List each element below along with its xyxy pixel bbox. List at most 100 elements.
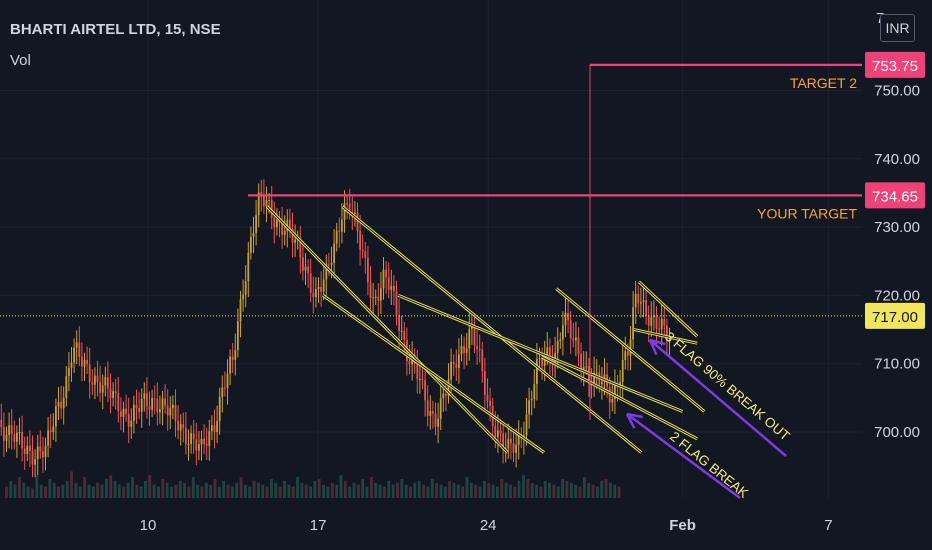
candle-body [312, 292, 315, 298]
candle-body [125, 408, 127, 415]
volume-bar [91, 486, 95, 498]
volume-bar [495, 486, 499, 498]
volume-bar [309, 486, 312, 498]
volume-bar [57, 486, 60, 498]
candle-body [62, 397, 65, 409]
volume-bar [369, 477, 373, 498]
candle-body [130, 420, 133, 427]
candle-body [49, 430, 52, 433]
current-price-label: 717.00 [872, 309, 918, 326]
volume-bar [491, 484, 495, 498]
candle-body [179, 424, 182, 431]
candle-body [244, 281, 247, 295]
candle-body [198, 444, 200, 451]
volume-bar [291, 486, 295, 498]
volume-bar [413, 482, 417, 498]
candle-body [47, 430, 49, 446]
candle-body [205, 443, 208, 446]
volume-bar [230, 486, 234, 498]
candle-body [377, 296, 380, 301]
candle-body [18, 432, 21, 434]
candle-body [403, 330, 406, 341]
candle-body [499, 430, 502, 434]
candle-body [138, 408, 140, 412]
candle-body [390, 285, 393, 290]
candle-body [546, 347, 549, 357]
candle-body [3, 427, 5, 441]
volume-bar [330, 482, 334, 498]
candle-body [468, 328, 471, 349]
volume-bar [600, 480, 604, 498]
x-tick-label: 17 [310, 517, 327, 534]
candle-body [257, 192, 260, 216]
arrow-2-flag[interactable] [626, 412, 741, 500]
volume-bar [74, 482, 78, 498]
candle-body [437, 418, 439, 427]
candle-body [525, 414, 528, 436]
candle-body [320, 286, 322, 292]
candle-body [23, 448, 26, 454]
candle-body [114, 391, 117, 394]
candle-body [572, 338, 575, 341]
candle-body [255, 215, 257, 233]
volume-bar [335, 484, 339, 498]
candle-body [452, 361, 455, 364]
candle-body [234, 349, 237, 360]
candle-body [299, 238, 302, 258]
volume-bar [396, 482, 399, 498]
candle-body [10, 425, 13, 435]
arrow-3-flag[interactable] [649, 339, 787, 457]
candle-body [185, 428, 187, 445]
candle-body [39, 446, 42, 452]
candle-body [481, 349, 484, 371]
candle-body [660, 319, 663, 330]
candle-body [364, 251, 367, 258]
candle-body [302, 257, 304, 271]
arrow-3-flag-head [648, 339, 658, 356]
volume-bar [170, 486, 173, 498]
candle-body [395, 291, 398, 315]
candle-body [348, 203, 351, 213]
volume-bar [530, 482, 534, 498]
candle-body [460, 346, 463, 355]
candle-body [593, 372, 595, 386]
volume-bar [569, 482, 573, 498]
y-tick-label: 750.00 [874, 83, 920, 100]
candle-body [338, 230, 341, 232]
candle-body [562, 325, 564, 340]
volume-bar [374, 482, 378, 498]
volume-bar [200, 486, 204, 498]
candle-body [104, 377, 107, 386]
candle-body [380, 288, 382, 301]
candle-body [211, 425, 213, 432]
candle-body [429, 411, 432, 416]
candle-body [153, 398, 156, 400]
volume-bar [522, 475, 525, 498]
candle-body [42, 451, 44, 458]
volume-bar [465, 477, 469, 498]
candle-body [556, 341, 559, 353]
volume-bar [500, 479, 504, 498]
x-tick-label: 24 [480, 517, 497, 534]
candle-body [151, 398, 153, 410]
volume-bar [509, 484, 512, 498]
volume-bar [204, 482, 208, 498]
volume-bar [556, 486, 560, 498]
candle-body [439, 398, 442, 419]
currency-badge[interactable]: INR [880, 14, 915, 42]
candle-body [182, 424, 185, 429]
candle-body [476, 345, 478, 350]
y-tick-label: 740.00 [874, 151, 920, 168]
chart-title: BHARTI AIRTEL LTD, 15, NSE [10, 21, 221, 38]
candle-body [424, 380, 426, 401]
channel-line-inner [266, 206, 508, 453]
candle-body [107, 377, 109, 389]
volume-bar [356, 484, 360, 498]
volume-bar [26, 486, 30, 498]
candle-body [382, 269, 385, 289]
volume-bar [96, 482, 100, 498]
candle-body [510, 439, 512, 444]
candle-body [642, 300, 645, 303]
